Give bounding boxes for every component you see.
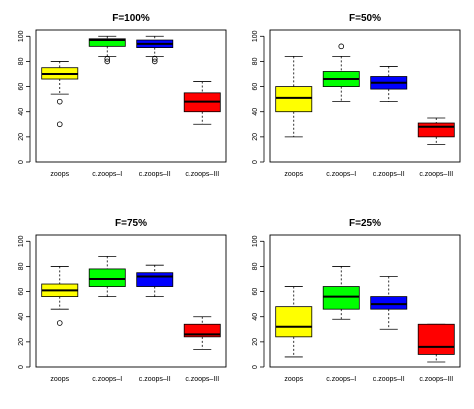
y-tick-label: 80 xyxy=(18,57,25,65)
box-1 xyxy=(275,56,313,138)
box-2 xyxy=(88,35,126,65)
category-label: c.zoops–III xyxy=(185,171,219,178)
box-1 xyxy=(41,266,79,326)
plot-frame xyxy=(269,29,461,163)
outlier-point xyxy=(104,58,111,65)
category-label: c.zoops–II xyxy=(139,376,171,383)
plot-frame xyxy=(35,29,227,163)
chart-title: F=50% xyxy=(349,13,381,24)
outlier-point xyxy=(104,56,111,62)
y-tick-label: 0 xyxy=(18,160,25,164)
category-label: c.zoops–III xyxy=(419,171,453,178)
y-tick-label: 100 xyxy=(252,235,259,247)
y-tick-label: 80 xyxy=(252,262,259,270)
category-label: zoops xyxy=(284,171,303,178)
category-label: c.zoops–I xyxy=(326,376,356,383)
chart-panel-3: F=75% 0 20 40 60 80 100 zoops c.zoops–I c.zoops–I… xyxy=(18,218,227,383)
outlier-point xyxy=(56,320,63,326)
plot-frame xyxy=(269,234,461,368)
chart-panel-2: F=50% 0 20 40 60 80 100 zoops c.zoops–I c.zoops–I… xyxy=(252,13,461,178)
y-tick-label: 60 xyxy=(252,288,259,296)
y-tick-label: 20 xyxy=(18,133,25,141)
y-tick-label: 60 xyxy=(252,83,259,91)
y-tick-label: 40 xyxy=(18,108,25,116)
box-body xyxy=(88,38,126,47)
box-body xyxy=(417,122,455,138)
box-body xyxy=(322,286,360,310)
box-2 xyxy=(88,255,126,298)
box-4 xyxy=(183,316,221,350)
y-tick-label: 0 xyxy=(252,160,259,164)
box-1 xyxy=(275,286,313,358)
y-tick-label: 40 xyxy=(18,313,25,321)
category-label: c.zoops–I xyxy=(326,171,356,178)
box-body xyxy=(88,268,126,287)
box-4 xyxy=(417,117,455,145)
y-tick-label: 100 xyxy=(18,235,25,247)
outlier-point xyxy=(338,43,345,50)
box-body xyxy=(275,86,313,113)
outlier-point xyxy=(56,121,63,128)
y-tick-label: 40 xyxy=(252,313,259,321)
box-2 xyxy=(322,266,360,320)
y-tick-label: 60 xyxy=(18,288,25,296)
chart-title: F=25% xyxy=(349,218,381,229)
category-label: c.zoops–II xyxy=(373,171,405,178)
box-4 xyxy=(417,323,455,363)
outlier-point xyxy=(151,56,158,62)
y-tick-label: 80 xyxy=(18,262,25,270)
outlier-point xyxy=(56,98,63,105)
y-tick-label: 100 xyxy=(252,30,259,42)
box-body xyxy=(417,323,455,355)
y-tick-label: 20 xyxy=(252,133,259,141)
box-3 xyxy=(370,66,408,103)
box-body xyxy=(275,306,313,338)
category-label: zoops xyxy=(50,376,69,383)
y-tick-label: 20 xyxy=(18,338,25,346)
category-label: c.zoops–III xyxy=(185,376,219,383)
box-4 xyxy=(183,81,221,125)
box-1 xyxy=(41,61,79,128)
y-tick-label: 100 xyxy=(18,30,25,42)
y-tick-label: 40 xyxy=(252,108,259,116)
category-label: c.zoops–I xyxy=(92,171,122,178)
y-tick-label: 0 xyxy=(18,365,25,369)
box-3 xyxy=(136,35,174,65)
y-tick-label: 60 xyxy=(18,83,25,91)
category-label: zoops xyxy=(50,171,69,178)
box-3 xyxy=(370,276,408,330)
chart-panel-1: F=100% 0 20 40 60 80 100 zoops c.zoops–I c.zoops–… xyxy=(18,13,227,178)
chart-panel-4: F=25% 0 20 40 60 80 100 zoops c.zoops–I c.zoops–I… xyxy=(252,218,461,383)
plot-frame xyxy=(35,234,227,368)
y-tick-label: 20 xyxy=(252,338,259,346)
outlier-point xyxy=(151,58,158,65)
category-label: c.zoops–II xyxy=(373,376,405,383)
y-tick-label: 0 xyxy=(252,365,259,369)
chart-title: F=100% xyxy=(112,13,150,24)
category-label: c.zoops–II xyxy=(139,171,171,178)
category-label: c.zoops–III xyxy=(419,376,453,383)
chart-title: F=75% xyxy=(115,218,147,229)
category-label: c.zoops–I xyxy=(92,376,122,383)
box-3 xyxy=(136,264,174,298)
box-2 xyxy=(322,43,360,103)
box-body xyxy=(136,272,174,287)
y-tick-label: 80 xyxy=(252,57,259,65)
category-label: zoops xyxy=(284,376,303,383)
box-body xyxy=(370,296,408,310)
